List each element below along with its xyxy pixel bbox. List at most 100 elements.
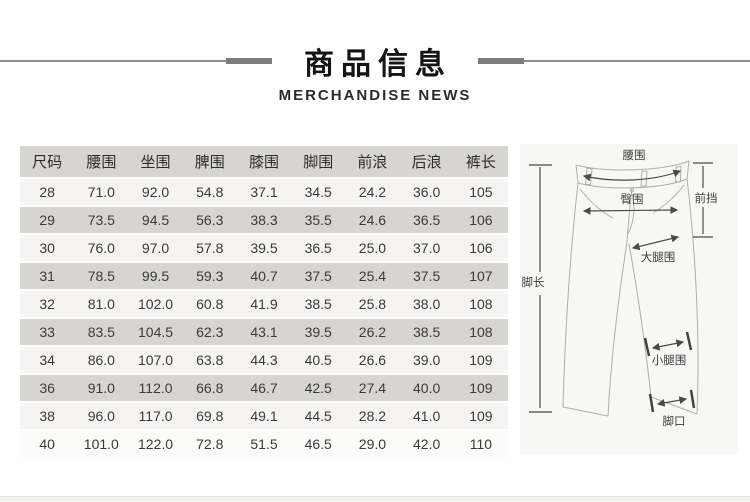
title-decoration-row: 商品信息	[0, 40, 750, 82]
table-cell: 39.5	[250, 240, 278, 256]
table-row: 30 76.0 97.0 57.8 39.5 36.5 25.0 37.0 106	[20, 235, 508, 261]
table-cell: 117.0	[138, 408, 173, 424]
table-row: 29 73.5 94.5 56.3 38.3 35.5 24.6 36.5 106	[20, 207, 508, 233]
table-cell: 63.8	[196, 352, 224, 368]
size-table: 尺码 腰围 坐围 脾围 膝围 脚围 前浪 后浪 裤长 28 71.0 92.0 54.8 37.1 34.…	[20, 144, 508, 459]
table-cell: 42.0	[413, 436, 441, 452]
table-cell: 32	[39, 296, 55, 312]
leg-length-label: 脚长	[522, 275, 545, 289]
waist-measure: 腰围	[582, 149, 682, 182]
table-cell: 105	[469, 184, 493, 200]
right-thin-line	[524, 60, 750, 62]
hem-label: 脚口	[663, 414, 686, 428]
table-cell: 39.5	[304, 324, 332, 340]
pants-measurement-diagram: 腰围 臀围 前挡 大腿围	[520, 144, 738, 459]
table-cell: 69.8	[196, 408, 224, 424]
table-cell: 30	[39, 240, 55, 256]
waist-label: 腰围	[623, 149, 646, 162]
table-cell: 36.5	[304, 240, 332, 256]
pants-diagram-svg: 腰围 臀围 前挡 大腿围	[520, 144, 738, 454]
hem-measure: 脚口	[648, 389, 696, 428]
size-table-body: 28 71.0 92.0 54.8 37.1 34.5 24.2 36.0 105 29 73.5 9…	[20, 179, 508, 457]
table-cell: 46.7	[250, 380, 278, 396]
table-cell: 83.5	[87, 324, 115, 340]
table-cell: 38.5	[304, 296, 332, 312]
table-cell: 109	[469, 408, 493, 424]
table-row: 28 71.0 92.0 54.8 37.1 34.5 24.2 36.0 105	[20, 179, 508, 205]
column-header: 脾围	[182, 146, 237, 177]
table-cell: 34.5	[304, 184, 332, 200]
table-row: 33 83.5 104.5 62.3 43.1 39.5 26.2 38.5 108	[20, 319, 508, 345]
table-cell: 59.3	[196, 268, 224, 284]
column-header: 腰围	[74, 146, 129, 177]
hip-measure: 臀围	[582, 193, 679, 215]
table-cell: 104.5	[138, 324, 174, 340]
table-cell: 36.0	[413, 184, 441, 200]
table-cell: 42.5	[304, 380, 332, 396]
table-cell: 66.8	[196, 380, 224, 396]
table-cell: 38.5	[413, 324, 441, 340]
table-cell: 109	[469, 380, 493, 396]
calf-label: 小腿围	[652, 354, 687, 367]
column-header: 裤长	[453, 146, 508, 177]
table-cell: 25.4	[358, 268, 387, 284]
leg-length-measure: 脚长	[522, 164, 552, 413]
table-cell: 71.0	[87, 184, 115, 200]
front-rise-measure: 前挡	[693, 162, 718, 238]
size-table-header-row: 尺码 腰围 坐围 脾围 膝围 脚围 前浪 后浪 裤长	[20, 146, 508, 177]
table-cell: 29.0	[358, 436, 387, 452]
table-cell: 91.0	[87, 380, 115, 396]
table-cell: 76.0	[87, 240, 115, 256]
table-cell: 35.5	[304, 212, 332, 228]
column-header: 膝围	[236, 146, 292, 177]
table-cell: 40.7	[250, 268, 278, 284]
table-cell: 44.5	[304, 408, 332, 424]
table-cell: 34	[39, 352, 55, 368]
table-cell: 108	[469, 296, 493, 312]
table-cell: 38	[39, 408, 55, 424]
table-cell: 29	[39, 212, 55, 228]
table-cell: 102.0	[138, 296, 174, 312]
table-cell: 97.0	[141, 240, 170, 256]
size-table-container: 尺码 腰围 坐围 脾围 膝围 脚围 前浪 后浪 裤长 28 71.0 92.0 54.8 37.1 34.…	[20, 144, 508, 459]
table-cell: 36.5	[413, 212, 441, 228]
table-cell: 37.5	[413, 268, 441, 284]
table-cell: 40.0	[413, 380, 441, 396]
column-header: 后浪	[399, 146, 454, 177]
table-cell: 109	[469, 352, 493, 368]
table-cell: 28.2	[358, 408, 387, 424]
table-row: 31 78.5 99.5 59.3 40.7 37.5 25.4 37.5 107	[20, 263, 508, 289]
table-row: 32 81.0 102.0 60.8 41.9 38.5 25.8 38.0 108	[20, 291, 508, 317]
table-cell: 49.1	[250, 408, 278, 424]
table-cell: 25.8	[358, 296, 387, 312]
table-cell: 94.5	[141, 212, 170, 228]
table-cell: 26.6	[358, 352, 387, 368]
table-cell: 27.4	[358, 380, 387, 396]
table-cell: 38.0	[413, 296, 441, 312]
hip-label: 臀围	[621, 193, 644, 206]
table-cell: 38.3	[250, 212, 278, 228]
table-cell: 39.0	[413, 352, 441, 368]
table-cell: 86.0	[87, 352, 115, 368]
table-cell: 26.2	[358, 324, 387, 340]
table-cell: 54.8	[196, 184, 224, 200]
table-cell: 37.5	[304, 268, 332, 284]
table-cell: 56.3	[196, 212, 224, 228]
table-cell: 31	[39, 268, 55, 284]
table-cell: 44.3	[250, 352, 278, 368]
table-cell: 101.0	[83, 436, 119, 452]
page-title: 商品信息	[304, 48, 452, 81]
table-row: 38 96.0 117.0 69.8 49.1 44.5 28.2 41.0 109	[20, 403, 508, 429]
table-cell: 107	[469, 268, 493, 284]
table-cell: 122.0	[138, 436, 174, 452]
table-cell: 60.8	[196, 296, 224, 312]
page-header: 商品信息 MERCHANDISE NEWS	[0, 0, 750, 104]
diagram-background	[520, 144, 738, 454]
table-cell: 41.9	[250, 296, 278, 312]
left-thin-line	[0, 60, 226, 62]
table-cell: 62.3	[196, 324, 224, 340]
table-cell: 99.5	[141, 268, 170, 284]
column-header: 脚围	[291, 146, 346, 177]
table-cell: 73.5	[87, 212, 115, 228]
table-cell: 96.0	[87, 408, 115, 424]
